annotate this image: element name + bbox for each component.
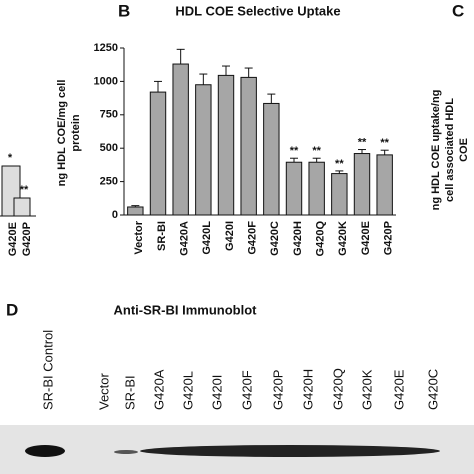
panel-label: D — [6, 300, 18, 319]
y-tick-label: 750 — [100, 109, 118, 121]
bar — [353, 153, 371, 216]
lane-label: G420F — [239, 370, 254, 410]
lane-label: G420E — [391, 369, 406, 410]
bar — [263, 102, 280, 216]
lane-label: SR-BI — [122, 375, 137, 410]
blot-band — [114, 450, 138, 454]
x-tick-label: G420K — [337, 221, 349, 256]
x-tick-label: G420I — [224, 221, 236, 251]
lane-label: SR-BI Control — [40, 330, 55, 410]
panel-label: C — [452, 1, 464, 20]
significance: ** — [380, 137, 389, 149]
bar — [195, 84, 212, 216]
bar — [217, 74, 235, 216]
bar — [308, 161, 325, 216]
y-axis-label: protein — [70, 114, 82, 152]
blot-title: Anti-SR-BI Immunoblot — [114, 302, 258, 317]
bar — [331, 173, 348, 216]
lane-label: G420Q — [330, 368, 345, 410]
y-tick-label: 1000 — [94, 75, 118, 87]
x-tick-label: SR-BI — [156, 221, 168, 251]
panel-c-y-label: COE — [458, 138, 470, 162]
lane-label: G420P — [270, 370, 285, 410]
y-tick-label: 0 — [112, 209, 118, 221]
fragment-bar — [13, 197, 31, 217]
x-tick-label: G420H — [292, 221, 304, 256]
x-tick-label: Vector — [133, 220, 145, 254]
fragment-annotation: * — [8, 152, 13, 164]
lane-label: G420C — [425, 369, 440, 410]
y-tick-label: 1250 — [94, 42, 118, 54]
lane-label: G420I — [209, 375, 224, 410]
x-tick-label: G420P — [383, 221, 395, 255]
blot-band — [140, 445, 440, 457]
significance: ** — [312, 145, 321, 157]
x-tick-label: G420L — [201, 221, 213, 255]
chart-title: HDL COE Selective Uptake — [175, 3, 340, 18]
significance: ** — [358, 136, 367, 148]
x-tick-label: G420Q — [315, 221, 327, 257]
bar — [240, 76, 257, 216]
bar — [376, 154, 393, 216]
y-tick-label: 250 — [100, 176, 118, 188]
x-tick-label: G420C — [269, 221, 281, 256]
lane-label: Vector — [96, 372, 111, 410]
lane-label: G420A — [151, 369, 166, 410]
bar — [285, 161, 303, 216]
y-axis-label: ng HDL COE/mg cell — [56, 80, 68, 187]
y-tick-label: 500 — [100, 142, 118, 154]
fragment-annotation: ** — [20, 184, 29, 196]
lane-label: G420H — [300, 369, 315, 410]
significance: ** — [335, 158, 344, 170]
blot-band — [25, 445, 65, 457]
fragment-label: G420P — [21, 222, 33, 256]
x-tick-label: G420F — [247, 221, 259, 255]
lane-label: G420K — [359, 369, 374, 410]
bar — [172, 63, 189, 216]
panel-c-y-label: cell associated HDL — [444, 98, 456, 202]
bar — [149, 91, 167, 216]
panel-c-y-label: ng HDL COE uptake/ng — [430, 90, 442, 211]
x-tick-label: G420A — [179, 221, 191, 256]
fragment-label: G420E — [7, 222, 19, 256]
x-tick-label: G420E — [360, 221, 372, 255]
panel-label: B — [118, 1, 130, 20]
lane-label: G420L — [180, 371, 195, 410]
bar — [127, 206, 144, 216]
significance: ** — [290, 145, 299, 157]
